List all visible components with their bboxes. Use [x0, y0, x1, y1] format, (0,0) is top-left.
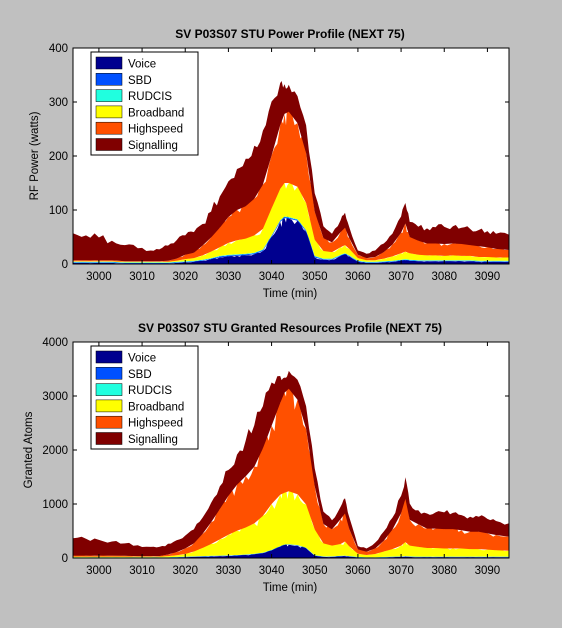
legend-swatch-rudcis	[95, 89, 123, 102]
x-tick-label: 3090	[475, 271, 501, 283]
legend-swatch-broadband	[95, 105, 123, 119]
legend-label-broadband: Broadband	[128, 107, 184, 119]
legend-label-sbd: SBD	[128, 75, 152, 87]
y-tick-label: 100	[49, 205, 68, 217]
legend-swatch-signalling	[95, 432, 123, 445]
legend-swatch-highspeed	[95, 415, 123, 429]
x-tick-label: 3070	[388, 271, 414, 283]
y-tick-label: 400	[49, 43, 68, 55]
area-broadband	[73, 485, 509, 558]
x-tick-label: 3090	[475, 565, 501, 577]
area-highspeed	[73, 100, 509, 262]
x-tick-label: 3030	[216, 565, 242, 577]
legend-swatch-rudcis	[95, 383, 123, 396]
legend-swatch-sbd	[95, 367, 123, 380]
legend-label-signalling: Signalling	[128, 140, 178, 152]
legend-box	[90, 345, 199, 450]
axis-ticks: 3000 3010 3020 3030 3040 3050 3060 3070 3080 3090…	[49, 43, 509, 283]
x-tick-label: 3010	[129, 271, 155, 283]
y-tick-label: 4000	[42, 337, 68, 349]
legend-swatch-voice	[95, 350, 123, 364]
area-voice	[73, 542, 509, 558]
y-axis-label: RF Power (watts)	[29, 111, 41, 200]
area-highspeed	[73, 373, 509, 557]
x-tick-label: 3000	[86, 271, 112, 283]
x-tick-label: 3020	[172, 271, 198, 283]
legend-label-highspeed: Highspeed	[128, 418, 183, 430]
legend-label-rudcis: RUDCIS	[128, 385, 172, 397]
x-tick-label: 3040	[259, 565, 285, 577]
stacked-areas	[73, 370, 509, 558]
x-tick-label: 3000	[86, 565, 112, 577]
legend-swatch-signalling	[95, 138, 123, 151]
y-axis-label: Granted Atoms	[23, 411, 35, 488]
y-tick-label: 200	[49, 151, 68, 163]
granted-resources-chart: SV P03S07 STU Granted Resources Profile …	[23, 321, 510, 594]
x-tick-label: 3050	[302, 565, 328, 577]
chart-title: SV P03S07 STU Power Profile (NEXT 75)	[175, 27, 404, 41]
legend-swatch-broadband	[95, 399, 123, 413]
y-tick-label: 2000	[42, 445, 68, 457]
power-profile-chart: SV P03S07 STU Power Profile (NEXT 75) 30…	[29, 27, 510, 300]
x-tick-label: 3010	[129, 565, 155, 577]
area-broadband	[73, 180, 509, 263]
x-tick-label: 3050	[302, 271, 328, 283]
area-voice	[73, 212, 509, 264]
area-signalling	[73, 81, 509, 262]
legend-label-voice: Voice	[128, 59, 156, 71]
stacked-areas	[73, 81, 509, 264]
legend-label-broadband: Broadband	[128, 401, 184, 413]
legend-swatch-voice	[95, 56, 123, 70]
x-axis-label: Time (min)	[263, 288, 318, 300]
y-tick-label: 300	[49, 97, 68, 109]
chart-title: SV P03S07 STU Granted Resources Profile …	[138, 321, 442, 335]
legend-label-voice: Voice	[128, 353, 156, 365]
legend-swatch-highspeed	[95, 121, 123, 135]
x-tick-label: 3080	[431, 565, 457, 577]
y-tick-label: 0	[62, 553, 68, 565]
legend-label-signalling: Signalling	[128, 434, 178, 446]
legend-swatch-sbd	[95, 73, 123, 86]
x-tick-label: 3030	[216, 271, 242, 283]
legend: Voice SBD RUDCIS Broadband Highspeed Signalli…	[90, 345, 199, 450]
area-signalling	[73, 370, 509, 557]
legend-label-highspeed: Highspeed	[128, 124, 183, 136]
legend-label-rudcis: RUDCIS	[128, 91, 172, 103]
y-tick-label: 3000	[42, 391, 68, 403]
x-tick-label: 3060	[345, 565, 371, 577]
legend: Voice SBD RUDCIS Broadband Highspeed Signalli…	[90, 51, 199, 156]
x-tick-label: 3040	[259, 271, 285, 283]
axis-ticks: 3000 3010 3020 3030 3040 3050 3060 3070 3080 3090…	[42, 337, 509, 577]
y-tick-label: 0	[62, 259, 68, 271]
y-tick-label: 1000	[42, 499, 68, 511]
legend-label-sbd: SBD	[128, 369, 152, 381]
x-tick-label: 3070	[388, 565, 414, 577]
x-tick-label: 3060	[345, 271, 371, 283]
x-axis-label: Time (min)	[263, 582, 318, 594]
x-tick-label: 3080	[431, 271, 457, 283]
x-tick-label: 3020	[172, 565, 198, 577]
